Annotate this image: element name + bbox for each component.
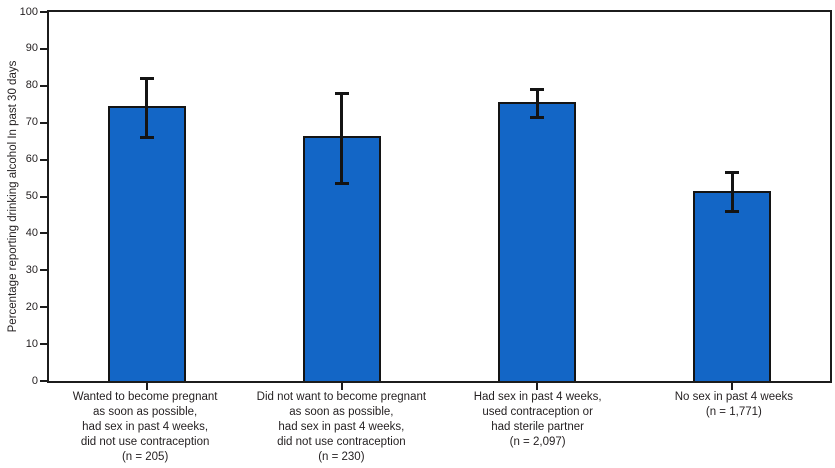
category-label-line: Wanted to become pregnant: [72, 391, 218, 403]
category-label-line: (n = 205): [121, 451, 169, 463]
y-tick-label: 60: [25, 153, 38, 165]
error-bar-cap-top: [725, 171, 740, 174]
category-label-line: did not use contraception: [277, 436, 406, 448]
category-label-line: as soon as possible,: [93, 406, 198, 418]
error-bar-cap-top: [530, 88, 545, 91]
x-tick-mark: [341, 383, 343, 390]
y-tick-mark: [40, 306, 47, 308]
y-tick-mark: [40, 232, 47, 234]
error-bar-cap-bottom: [139, 136, 154, 139]
y-tick-label: 70: [25, 116, 38, 128]
y-tick-mark: [40, 122, 47, 124]
bar-band: [635, 12, 830, 381]
y-tick-label: 80: [25, 79, 38, 91]
category-label-line: had sex in past 4 weeks,: [278, 421, 405, 433]
y-tick-label: 40: [25, 227, 38, 239]
category-label-line: had sterile partner: [491, 421, 584, 433]
x-tick-mark: [731, 383, 733, 390]
category-label-line: as soon as possible,: [289, 406, 394, 418]
category-label: Did not want to become pregnant as soon a…: [243, 390, 439, 465]
y-tick-mark: [40, 159, 47, 161]
plot-area: [47, 10, 832, 383]
y-tick-mark: [40, 196, 47, 198]
category-label: No sex in past 4 weeks (n = 1,771): [636, 390, 832, 465]
y-tick-label: 10: [25, 338, 38, 350]
category-label-line: did not use contraception: [80, 436, 210, 448]
y-tick-label: 90: [25, 42, 38, 54]
y-tick-mark: [40, 11, 47, 13]
category-label-line: No sex in past 4 weeks: [674, 391, 793, 403]
error-bar: [730, 172, 734, 211]
category-label: Had sex in past 4 weeks, used contracepti…: [440, 390, 636, 465]
x-tick-mark: [536, 383, 538, 390]
x-tick-mark: [146, 383, 148, 390]
category-label-line: had sex in past 4 weeks,: [82, 421, 209, 433]
bar-band: [244, 12, 439, 381]
category-label-line: used contraception or: [482, 406, 593, 418]
category-label-line: Did not want to become pregnant: [256, 391, 427, 403]
error-bar-cap-top: [334, 92, 349, 95]
error-bar-cap-bottom: [725, 210, 740, 213]
category-label-line: (n = 230): [318, 451, 365, 463]
error-bar-cap-top: [139, 77, 154, 80]
bar: [693, 191, 772, 381]
category-label: Wanted to become pregnant as soon as poss…: [47, 390, 243, 465]
y-tick-mark: [40, 380, 47, 382]
y-tick-mark: [40, 85, 47, 87]
bar: [107, 106, 186, 381]
y-tick-label: 0: [31, 375, 38, 387]
y-tick-label: 100: [19, 6, 38, 18]
error-bar: [145, 78, 149, 137]
y-tick-label: 30: [25, 264, 38, 276]
error-bar-cap-bottom: [530, 116, 545, 119]
bar-band: [49, 12, 244, 381]
error-bar: [340, 94, 344, 184]
category-label-line: (n = 2,097): [509, 436, 566, 448]
error-bar: [535, 89, 539, 117]
bar: [498, 102, 577, 381]
y-tick-mark: [40, 343, 47, 345]
error-bar-cap-bottom: [334, 182, 349, 185]
bar-band: [440, 12, 635, 381]
category-label-line: Had sex in past 4 weeks,: [473, 391, 602, 403]
y-tick-mark: [40, 269, 47, 271]
y-tick-mark: [40, 48, 47, 50]
y-tick-label: 50: [25, 190, 38, 202]
category-label-line: (n = 1,771): [705, 406, 762, 418]
y-tick-label: 20: [25, 301, 38, 313]
x-axis-labels: Wanted to become pregnant as soon as poss…: [47, 390, 832, 465]
